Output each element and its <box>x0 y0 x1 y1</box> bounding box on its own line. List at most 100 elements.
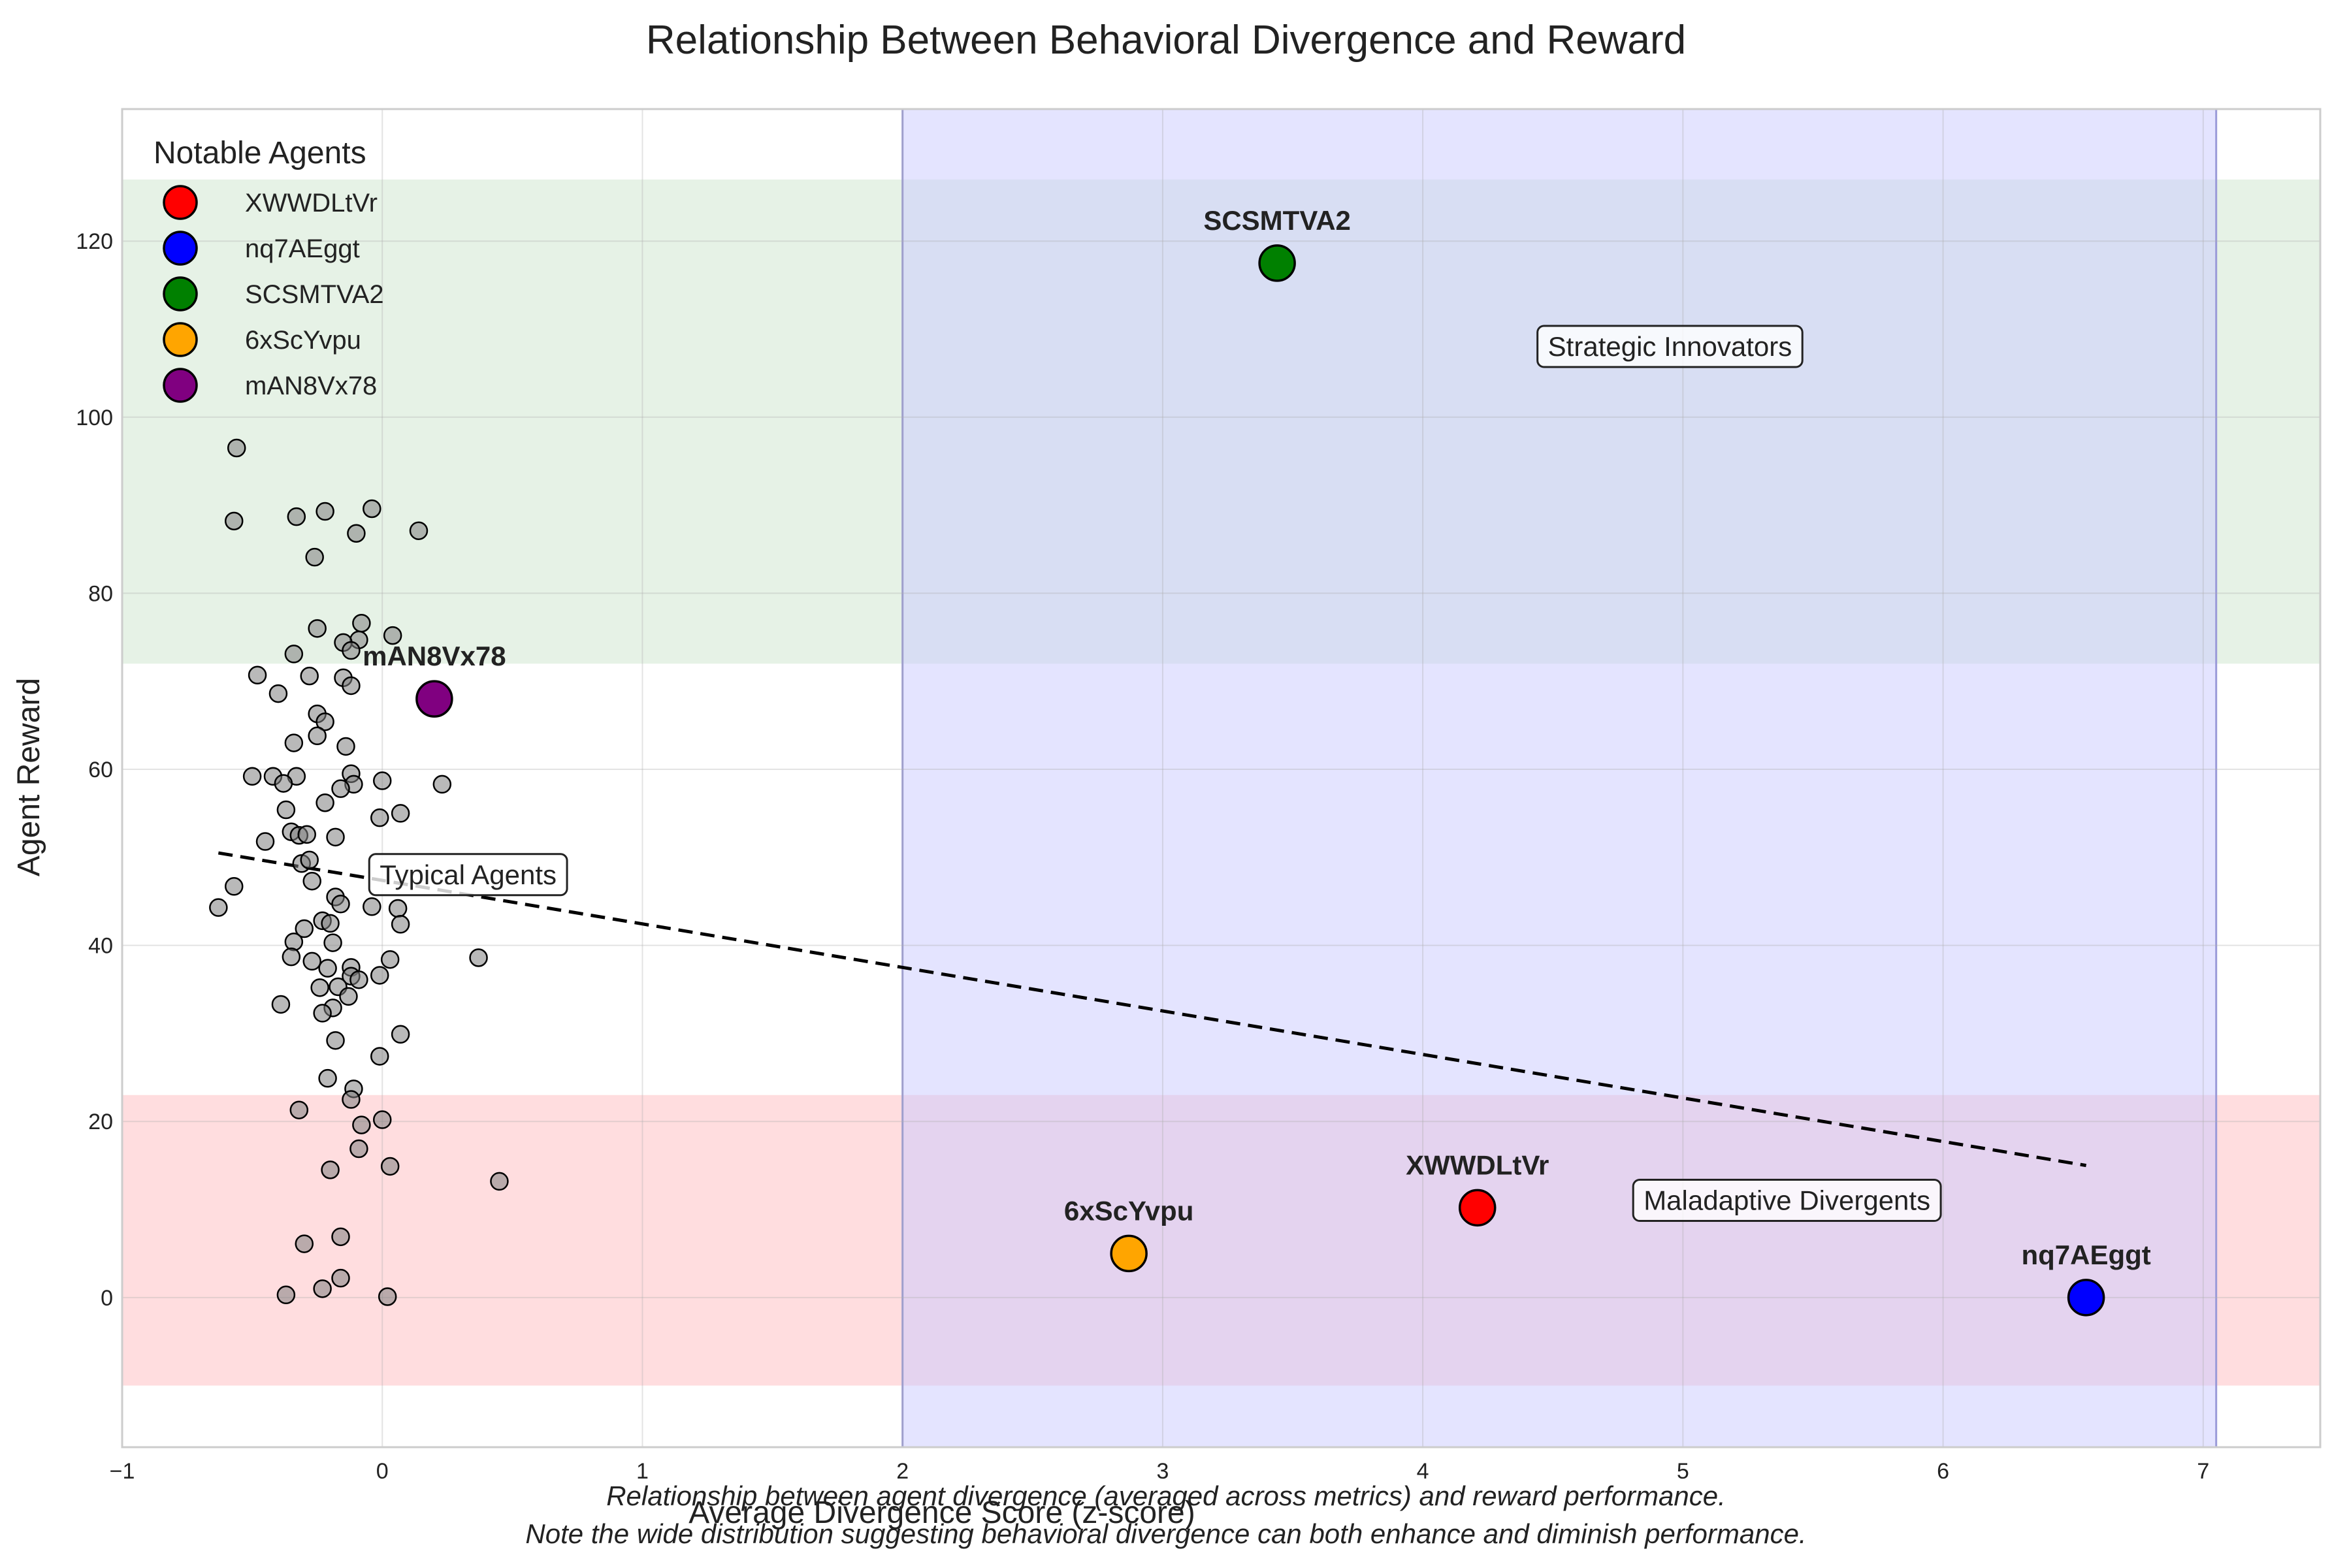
data-point <box>300 666 319 686</box>
data-point <box>352 1115 371 1134</box>
y-tick-label: 100 <box>76 406 113 430</box>
data-point <box>224 877 244 896</box>
agent-label-XWWDLtVr: XWWDLtVr <box>1406 1149 1549 1180</box>
data-point <box>370 1047 389 1066</box>
data-point <box>276 800 296 820</box>
data-point <box>383 626 402 645</box>
agent-label-mAN8Vx78: mAN8Vx78 <box>363 641 506 671</box>
x-tick-label: −1 <box>110 1459 135 1484</box>
x-tick-label: 6 <box>1937 1459 1949 1484</box>
x-tick-label: 7 <box>2197 1459 2209 1484</box>
region-label-1: Typical Agents <box>368 853 568 897</box>
y-tick-label: 40 <box>88 934 113 959</box>
data-point <box>370 966 389 985</box>
data-point <box>331 895 350 914</box>
legend-marker-mAN8Vx78 <box>163 368 198 403</box>
data-point <box>391 804 410 823</box>
agent-point-nq7AEggt <box>2067 1279 2105 1317</box>
data-point <box>349 970 368 989</box>
data-point <box>316 793 334 812</box>
data-point <box>326 827 345 847</box>
data-point <box>336 737 355 756</box>
data-point <box>302 871 321 891</box>
data-point <box>380 1157 400 1176</box>
x-tick-label: 4 <box>1417 1459 1429 1484</box>
y-tick-label: 20 <box>88 1110 113 1134</box>
legend-entry-mAN8Vx78: mAN8Vx78 <box>245 372 377 400</box>
data-point <box>323 933 342 952</box>
data-point <box>313 1004 332 1023</box>
data-point <box>391 915 410 934</box>
y-axis-label: Agent Reward <box>12 678 46 876</box>
caption-line-2: Note the wide distribution suggesting be… <box>525 1518 1806 1549</box>
data-point <box>331 1227 350 1247</box>
data-point <box>321 1160 340 1179</box>
data-point <box>342 676 361 696</box>
data-point <box>490 1172 509 1191</box>
data-point <box>282 947 301 967</box>
data-point <box>349 1139 368 1159</box>
region-label-box <box>1536 325 1804 368</box>
data-point <box>284 932 304 952</box>
data-point <box>391 1025 410 1044</box>
legend: Notable Agents XWWDLtVr nq7AEggt SCSMTVA2 6… <box>154 136 384 403</box>
x-axis-label: Average Divergence Score (z-score) <box>688 1496 1195 1530</box>
legend-entry-nq7AEggt: nq7AEggt <box>245 234 360 263</box>
x-tick-label: 5 <box>1677 1459 1689 1484</box>
data-point <box>469 948 488 967</box>
legend-marker-XWWDLtVr <box>163 185 198 220</box>
legend-entry-6xScYvpu: 6xScYvpu <box>245 326 361 355</box>
data-point <box>242 767 262 786</box>
data-point <box>409 521 429 540</box>
legend-marker-6xScYvpu <box>163 322 198 357</box>
data-point <box>370 808 389 827</box>
data-point <box>305 547 324 567</box>
region-label-box <box>1632 1179 1942 1223</box>
data-point <box>295 919 314 938</box>
data-point <box>289 1100 309 1119</box>
data-point <box>316 502 334 521</box>
y-axis-ticks: 0 20 40 60 80 100 120 <box>76 229 113 1311</box>
y-tick-label: 0 <box>101 1286 113 1311</box>
legend-entry-XWWDLtVr: XWWDLtVr <box>245 189 378 217</box>
data-point <box>331 779 350 798</box>
data-point <box>313 1279 332 1298</box>
data-point <box>372 1110 392 1129</box>
data-point <box>318 1068 337 1088</box>
region-label-box <box>368 853 568 897</box>
data-point <box>352 613 371 633</box>
agent-label-SCSMTVA2: SCSMTVA2 <box>1203 205 1351 236</box>
data-point <box>302 952 321 971</box>
agent-point-XWWDLtVr <box>1459 1189 1497 1227</box>
chart-title: Relationship Between Behavioral Divergen… <box>646 18 1686 63</box>
x-tick-label: 0 <box>376 1459 389 1484</box>
legend-marker-nq7AEggt <box>163 231 198 266</box>
region-label-0: Strategic Innovators <box>1536 325 1804 368</box>
data-point <box>432 775 452 794</box>
data-point <box>284 733 304 752</box>
data-point <box>347 524 366 543</box>
data-point <box>310 978 329 997</box>
region-label-text: Strategic Innovators <box>1548 331 1792 362</box>
x-tick-label: 2 <box>896 1459 909 1484</box>
agent-label-6xScYvpu: 6xScYvpu <box>1064 1195 1193 1226</box>
caption-line-1: Relationship between agent divergence (a… <box>606 1480 1726 1511</box>
x-tick-label: 3 <box>1156 1459 1169 1484</box>
data-point <box>308 619 327 638</box>
data-point <box>271 995 291 1014</box>
data-point <box>326 1031 345 1050</box>
data-point <box>318 959 337 978</box>
data-point <box>268 684 288 703</box>
data-point <box>378 1287 397 1306</box>
region-shading <box>122 108 2320 1448</box>
y-tick-label: 80 <box>88 581 113 606</box>
y-tick-label: 60 <box>88 758 113 782</box>
data-point <box>287 507 306 526</box>
data-point <box>339 987 358 1006</box>
data-point <box>297 825 316 844</box>
data-point <box>308 726 327 746</box>
grid-lines <box>121 109 2320 1447</box>
y-tick-label: 120 <box>76 229 113 254</box>
data-point <box>316 712 334 731</box>
